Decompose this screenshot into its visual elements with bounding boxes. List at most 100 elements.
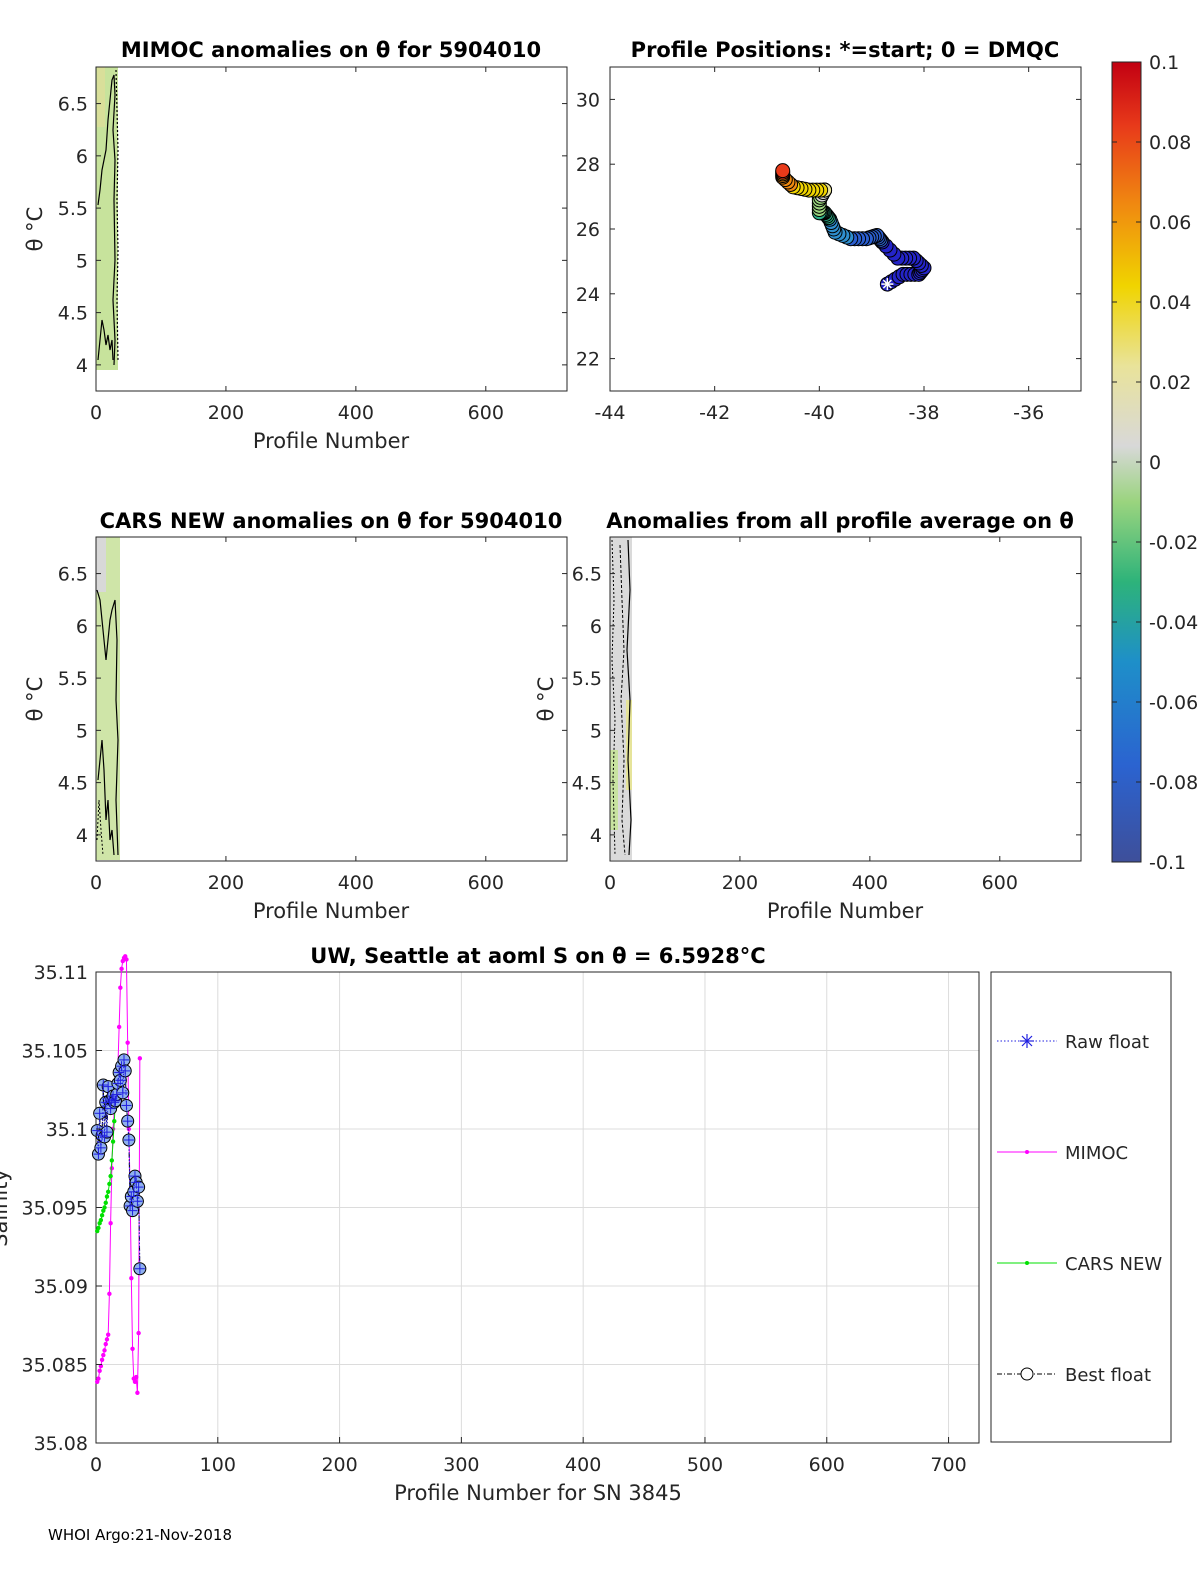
x-tick-label: 600 — [809, 1454, 845, 1476]
raw-float-point — [134, 1263, 145, 1274]
y-tick-label: 35.105 — [22, 1041, 88, 1063]
cars-anomaly-band-grey — [96, 537, 106, 592]
salinity-legend: Raw float MIMOC CARS NEW Best float — [990, 971, 1172, 1443]
legend-label-raw: Raw float — [1065, 1032, 1149, 1053]
colorbar-tick-label: 0.1 — [1149, 52, 1179, 74]
colorbar-tick-label: 0.04 — [1149, 292, 1191, 314]
raw-float-point — [125, 1200, 136, 1211]
y-tick-label: 6.5 — [58, 564, 88, 586]
mimoc-point — [132, 1379, 138, 1384]
y-tick-label: 6 — [76, 616, 88, 638]
y-tick-label: 4.5 — [58, 773, 88, 795]
raw-float-point — [94, 1108, 105, 1119]
y-tick-label: 4 — [590, 825, 602, 847]
cars-point — [110, 1139, 116, 1144]
raw-float-point — [128, 1186, 139, 1197]
cars-axes — [95, 536, 568, 862]
cars-point — [102, 1205, 107, 1210]
cars-point — [103, 1200, 108, 1205]
y-tick-label: 35.11 — [34, 962, 88, 984]
cars-y-ticks: 4 4.5 5 5.5 6 6.5 — [58, 564, 567, 847]
start-star-marker — [881, 278, 894, 291]
x-tick-label: 200 — [208, 872, 244, 894]
raw-float-point — [105, 1103, 116, 1114]
mimoc-point — [136, 1330, 141, 1336]
x-tick-label: -38 — [908, 402, 939, 424]
mimoc-panel: MIMOC anomalies on θ for 5904010 0 200 400… — [23, 38, 568, 453]
footer-credit: WHOI Argo:21-Nov-2018 — [48, 1526, 232, 1544]
legend-box — [990, 971, 1172, 1443]
legend-entry-best: Best float — [997, 1365, 1151, 1386]
cars-point — [109, 1158, 115, 1163]
cars-point — [108, 1173, 113, 1179]
raw-float-point — [95, 1142, 106, 1153]
cars-point — [96, 1225, 101, 1231]
mimoc-point — [99, 1357, 105, 1362]
salinity-y-ticks: 35.08 35.085 35.09 35.095 35.1 35.105 35.11 — [22, 962, 102, 1455]
y-tick-label: 4.5 — [572, 773, 602, 795]
salinity-grid — [95, 971, 979, 1444]
positions-panel: Profile Positions: *=start; 0 = DMQC -44… — [576, 38, 1082, 424]
y-tick-label: 35.1 — [46, 1119, 88, 1141]
mimoc-point — [97, 1368, 102, 1373]
mimoc-point — [118, 985, 123, 990]
y-tick-label: 28 — [576, 154, 600, 176]
x-tick-label: 0 — [604, 872, 616, 894]
colorbar-tick-label: 0.08 — [1149, 132, 1191, 154]
legend-entry-mimoc: MIMOC — [997, 1143, 1128, 1164]
x-tick-label: 500 — [687, 1454, 723, 1476]
mimoc-point — [125, 1040, 130, 1045]
y-tick-label: 5 — [76, 250, 88, 272]
mimoc-anomaly-band-upper — [97, 67, 105, 127]
raw-float-point — [122, 1116, 133, 1127]
raw-float-point — [92, 1125, 103, 1136]
x-tick-label: 300 — [443, 1454, 479, 1476]
mimoc-contour-3 — [115, 69, 119, 361]
x-tick-label: -36 — [1013, 402, 1044, 424]
cars-panel: CARS NEW anomalies on θ for 5904010 0 200… — [23, 509, 568, 923]
y-tick-label: 4.5 — [58, 303, 88, 325]
avg-ylabel: θ °C — [534, 677, 558, 722]
raw-float-point — [133, 1182, 144, 1193]
avg-contour-2 — [619, 544, 626, 856]
y-tick-label: 5.5 — [572, 668, 602, 690]
cars-point — [105, 1189, 111, 1195]
y-tick-label: 5 — [76, 720, 88, 742]
colorbar-tick-label: -0.1 — [1149, 852, 1186, 874]
raw-float-point — [101, 1127, 112, 1138]
y-tick-label: 22 — [576, 349, 600, 371]
x-tick-label: 0 — [90, 1454, 102, 1476]
mimoc-point — [116, 1024, 122, 1030]
colorbar-ticks: 0.1 0.08 0.06 0.04 0.02 0 -0.02 -0.04 -0.06 -0.08… — [1112, 52, 1198, 874]
x-tick-label: -42 — [699, 402, 730, 424]
cars-point — [98, 1217, 104, 1223]
y-tick-label: 30 — [576, 89, 600, 111]
cars-contour-3 — [96, 799, 104, 856]
raw-float-point — [117, 1087, 128, 1098]
y-tick-label: 35.08 — [34, 1433, 88, 1455]
y-tick-label: 26 — [576, 219, 600, 241]
colorbar-tick-label: 0.06 — [1149, 212, 1191, 234]
avg-contour-1 — [611, 539, 616, 856]
x-tick-label: -40 — [804, 402, 835, 424]
positions-y-ticks: 22 24 26 28 30 — [576, 89, 1081, 371]
colorbar-tick-label: 0 — [1149, 452, 1161, 474]
mimoc-point — [101, 1352, 106, 1358]
x-tick-label: 200 — [321, 1454, 357, 1476]
x-tick-label: -44 — [594, 402, 625, 424]
colorbar-tick-label: -0.04 — [1149, 612, 1198, 634]
position-marker — [775, 163, 791, 179]
y-tick-label: 6.5 — [572, 564, 602, 586]
raw-float-point — [123, 1134, 134, 1145]
legend-label-mimoc: MIMOC — [1065, 1143, 1128, 1164]
x-tick-label: 600 — [468, 872, 504, 894]
x-tick-label: 200 — [208, 402, 244, 424]
cars-xlabel: Profile Number — [253, 899, 410, 923]
x-tick-label: 400 — [338, 872, 374, 894]
mimoc-y-ticks: 4 4.5 5 5.5 6 6.5 — [58, 94, 567, 377]
avg-y-ticks: 4 4.5 5 5.5 6 6.5 — [572, 564, 1081, 847]
avg-axes — [609, 536, 1082, 862]
x-tick-label: 200 — [722, 872, 758, 894]
mimoc-title: MIMOC anomalies on θ for 5904010 — [121, 38, 541, 62]
mimoc-contour-2 — [97, 319, 114, 361]
